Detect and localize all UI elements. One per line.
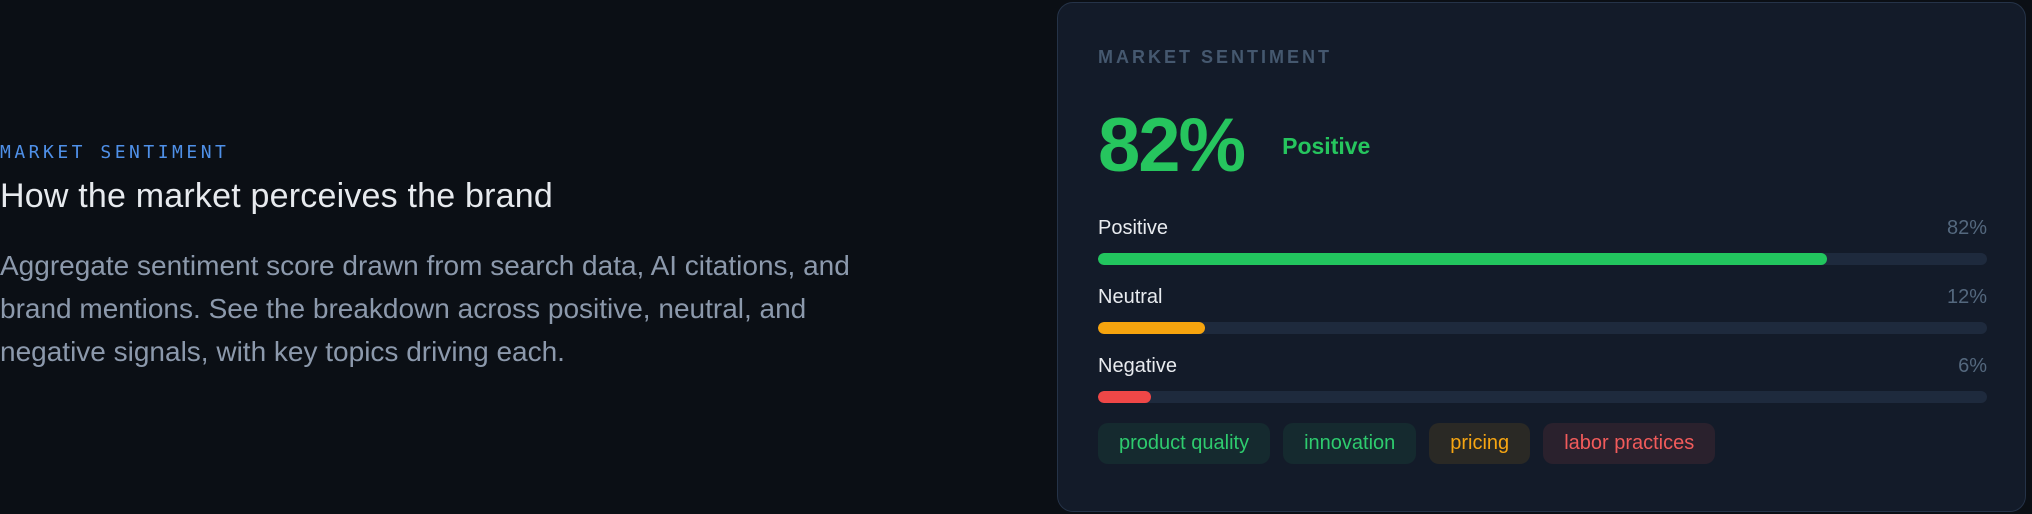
description-line: brand mentions. See the breakdown across…: [0, 292, 807, 324]
bar-label: Neutral: [1098, 286, 1163, 308]
progress-track: [1098, 253, 1987, 265]
market-sentiment-card: MARKET SENTIMENT 82% Positive Positive 8…: [1057, 2, 2026, 512]
bar-value: 82%: [1946, 217, 1987, 239]
card-title: MARKET SENTIMENT: [1098, 47, 1332, 67]
sentiment-bar-negative: Negative 6%: [1098, 354, 1987, 403]
progress-track: [1098, 391, 1987, 403]
progress-track: [1098, 322, 1987, 334]
section-description: Aggregate sentiment score drawn from sea…: [0, 244, 1057, 373]
progress-fill-neutral: [1098, 322, 1205, 334]
topic-tags: product quality innovation pricing labor…: [1098, 423, 1987, 464]
tag-product-quality[interactable]: product quality: [1098, 423, 1271, 464]
description-line: Aggregate sentiment score drawn from sea…: [0, 249, 850, 281]
overall-score-value: 82%: [1098, 103, 1246, 188]
tag-pricing[interactable]: pricing: [1429, 423, 1531, 464]
sentiment-bar-positive: Positive 82%: [1098, 216, 1987, 265]
overall-score-label: Positive: [1282, 132, 1371, 159]
overall-score-row: 82% Positive: [1098, 108, 1987, 184]
progress-fill-positive: [1098, 253, 1827, 265]
bar-label: Positive: [1098, 217, 1169, 239]
progress-fill-negative: [1098, 391, 1152, 403]
intro-panel: MARKET SENTIMENT How the market perceive…: [0, 141, 1057, 373]
bar-value: 12%: [1946, 286, 1987, 308]
tag-labor-practices[interactable]: labor practices: [1543, 423, 1716, 464]
bar-label: Negative: [1098, 355, 1177, 377]
bar-value: 6%: [1958, 355, 1987, 377]
sentiment-bar-neutral: Neutral 12%: [1098, 285, 1987, 334]
section-heading: How the market perceives the brand: [0, 176, 553, 215]
tag-innovation[interactable]: innovation: [1283, 423, 1417, 464]
section-eyebrow: MARKET SENTIMENT: [0, 141, 230, 163]
sentiment-breakdown: Positive 82% Neutral 12% Negative 6%: [1098, 216, 1987, 403]
description-line: negative signals, with key topics drivin…: [0, 335, 565, 367]
